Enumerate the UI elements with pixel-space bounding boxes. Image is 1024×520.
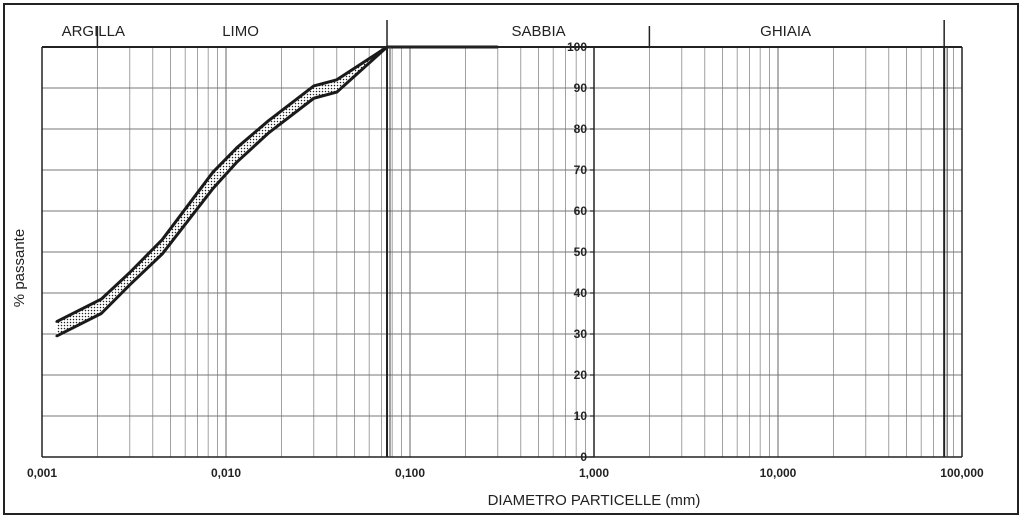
y-tick-label: 0 bbox=[580, 450, 587, 464]
data-point bbox=[267, 119, 270, 123]
data-point bbox=[211, 187, 215, 190]
x-tick-label: 1,000 bbox=[579, 466, 609, 480]
y-tick-label: 30 bbox=[574, 327, 588, 341]
soil-class-label: LIMO bbox=[222, 23, 259, 40]
data-point bbox=[160, 238, 164, 241]
data-point bbox=[211, 170, 215, 174]
data-point bbox=[235, 146, 239, 149]
data-point bbox=[312, 84, 315, 88]
y-tick-label: 100 bbox=[567, 40, 587, 54]
data-point bbox=[267, 131, 270, 135]
y-tick-label: 80 bbox=[574, 122, 588, 136]
x-tick-label: 10,000 bbox=[760, 466, 797, 480]
x-tick-label: 0,001 bbox=[27, 466, 57, 480]
x-axis-title: DIAMETRO PARTICELLE (mm) bbox=[488, 492, 701, 509]
x-tick-label: 100,000 bbox=[940, 466, 984, 480]
data-point bbox=[128, 283, 131, 286]
series-line-2 bbox=[55, 45, 389, 338]
axes bbox=[41, 20, 963, 458]
data-point bbox=[128, 271, 131, 274]
data-point bbox=[235, 160, 239, 163]
series-lines bbox=[55, 45, 499, 338]
y-tick-label: 70 bbox=[574, 163, 588, 177]
labels: 0 10 20 30 40 50 60 70 80 90 100 0,001 0,010 0,100 1,0… bbox=[11, 23, 984, 509]
y-tick-label: 20 bbox=[574, 368, 588, 382]
soil-class-label: SABBIA bbox=[512, 23, 566, 40]
y-tick-label: 90 bbox=[574, 81, 588, 95]
data-point bbox=[100, 312, 103, 315]
y-tick-label: 60 bbox=[574, 204, 588, 218]
x-tick-label: 0,100 bbox=[395, 466, 425, 480]
soil-class-label: ARGILLA bbox=[62, 23, 125, 40]
data-point bbox=[160, 252, 164, 256]
data-point bbox=[100, 297, 103, 301]
y-tick-label: 10 bbox=[574, 409, 588, 423]
data-point bbox=[335, 78, 338, 82]
data-point bbox=[55, 334, 58, 338]
soil-class-label: GHIAIA bbox=[760, 23, 811, 40]
data-point bbox=[335, 90, 338, 94]
data-point bbox=[55, 320, 58, 323]
y-axis-title: % passante bbox=[11, 229, 28, 307]
grid bbox=[41, 46, 962, 458]
y-tick-label: 50 bbox=[574, 245, 588, 259]
data-point bbox=[312, 97, 315, 100]
x-tick-label: 0,010 bbox=[211, 466, 241, 480]
y-tick-label: 40 bbox=[574, 286, 588, 300]
